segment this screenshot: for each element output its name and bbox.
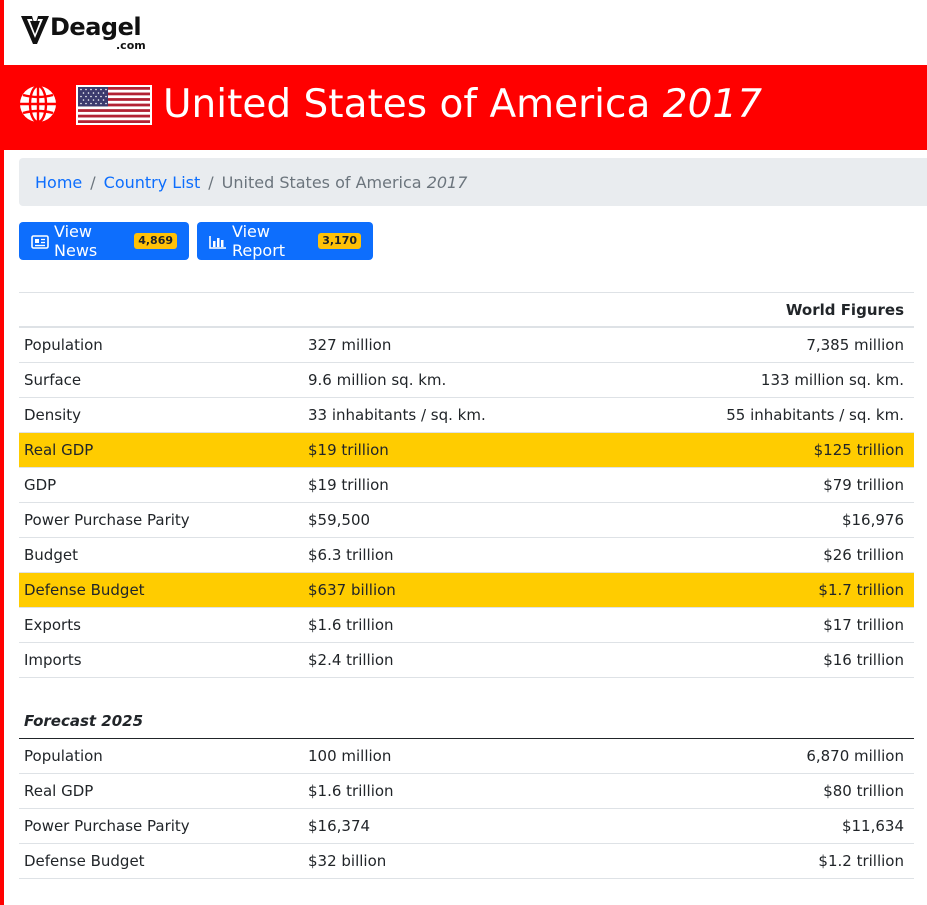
forecast-title: Forecast 2025	[24, 711, 144, 730]
left-accent-rail	[0, 0, 4, 905]
row-country-value: 9.6 million sq. km.	[308, 371, 447, 389]
breadcrumb-separator: /	[90, 172, 96, 192]
row-label: Real GDP	[24, 441, 94, 459]
view-news-label: View News	[54, 222, 98, 260]
logo-name: Deagel	[50, 13, 142, 41]
row-label: Population	[24, 747, 103, 765]
page-title: United States of America 2017	[163, 82, 762, 127]
row-label: Imports	[24, 651, 82, 669]
view-report-button[interactable]: View Report 3,170	[197, 222, 373, 260]
row-world-value: $80 trillion	[823, 782, 904, 800]
row-world-value: $17 trillion	[823, 616, 904, 634]
row-world-value: 7,385 million	[806, 336, 904, 354]
report-count-badge: 3,170	[318, 233, 361, 249]
news-count-badge: 4,869	[134, 233, 177, 249]
row-world-value: 6,870 million	[806, 747, 904, 765]
figures-table: World Figures Population 327 million 7,385…	[19, 292, 914, 678]
row-world-value: $16 trillion	[823, 651, 904, 669]
breadcrumb: Home / Country List / United States of A…	[19, 158, 927, 206]
logo-mark-icon	[21, 16, 49, 44]
row-world-value: $11,634	[841, 817, 904, 835]
breadcrumb-current-name: United States of America	[221, 172, 422, 192]
row-country-value: 33 inhabitants / sq. km.	[308, 406, 486, 424]
row-label: Budget	[24, 546, 78, 564]
forecast-header: Forecast 2025	[19, 703, 914, 739]
bar-chart-icon	[209, 234, 227, 249]
table-row: Surface 9.6 million sq. km. 133 million sq…	[19, 363, 914, 398]
row-label: Surface	[24, 371, 82, 389]
breadcrumb-current-year: 2017	[426, 172, 468, 192]
table-row: Defense Budget $32 billion $1.2 trillion	[19, 844, 914, 879]
table-row: Density 33 inhabitants / sq. km. 55 inhabi…	[19, 398, 914, 433]
row-label: Population	[24, 336, 103, 354]
table-row: Power Purchase Parity $59,500 $16,976	[19, 503, 914, 538]
row-country-value: $637 billion	[308, 581, 396, 599]
row-country-value: $6.3 trillion	[308, 546, 394, 564]
table-row: Real GDP $1.6 trillion $80 trillion	[19, 774, 914, 809]
row-country-value: 327 million	[308, 336, 392, 354]
page-title-country: United States of America	[163, 82, 651, 127]
breadcrumb-current: United States of America 2017	[222, 173, 468, 192]
table-row: Defense Budget $637 billion $1.7 trillion	[19, 573, 914, 608]
breadcrumb-separator: /	[208, 172, 214, 192]
row-country-value: $19 trillion	[308, 441, 389, 459]
row-label: GDP	[24, 476, 57, 494]
row-country-value: $2.4 trillion	[308, 651, 394, 669]
us-flag-icon	[76, 85, 152, 125]
table-row: Population 327 million 7,385 million	[19, 328, 914, 363]
row-world-value: 133 million sq. km.	[760, 371, 904, 389]
logo-suffix: .com	[116, 39, 146, 52]
view-news-button[interactable]: View News 4,869	[19, 222, 189, 260]
world-figures-header: World Figures	[785, 300, 904, 319]
newspaper-icon	[31, 234, 49, 249]
row-country-value: $1.6 trillion	[308, 782, 394, 800]
globe-icon	[20, 84, 56, 124]
row-country-value: $59,500	[308, 511, 371, 529]
table-row: Imports $2.4 trillion $16 trillion	[19, 643, 914, 678]
row-label: Density	[24, 406, 82, 424]
breadcrumb-country-list-link[interactable]: Country List	[103, 172, 201, 192]
row-country-value: $1.6 trillion	[308, 616, 394, 634]
table-row: Exports $1.6 trillion $17 trillion	[19, 608, 914, 643]
breadcrumb-home-link[interactable]: Home	[35, 172, 83, 192]
table-row: Real GDP $19 trillion $125 trillion	[19, 433, 914, 468]
forecast-table-body: Population 100 million 6,870 million Real G…	[19, 739, 914, 879]
site-logo[interactable]: Deagel .com	[20, 12, 160, 52]
row-world-value: $16,976	[841, 511, 904, 529]
page-title-year: 2017	[662, 82, 763, 127]
row-label: Real GDP	[24, 782, 94, 800]
row-country-value: $19 trillion	[308, 476, 389, 494]
row-label: Defense Budget	[24, 852, 145, 870]
table-row: GDP $19 trillion $79 trillion	[19, 468, 914, 503]
row-world-value: $79 trillion	[823, 476, 904, 494]
row-world-value: $1.7 trillion	[818, 581, 904, 599]
row-country-value: 100 million	[308, 747, 392, 765]
row-country-value: $16,374	[308, 817, 371, 835]
row-world-value: $26 trillion	[823, 546, 904, 564]
forecast-table: Forecast 2025 Population 100 million 6,870…	[19, 703, 914, 879]
row-label: Exports	[24, 616, 81, 634]
table-row: Power Purchase Parity $16,374 $11,634	[19, 809, 914, 844]
figures-table-body: Population 327 million 7,385 million Surfac…	[19, 328, 914, 678]
title-banner: United States of America 2017	[0, 65, 927, 150]
row-world-value: $1.2 trillion	[818, 852, 904, 870]
row-country-value: $32 billion	[308, 852, 387, 870]
row-label: Power Purchase Parity	[24, 511, 190, 529]
view-report-label: View Report	[232, 222, 286, 260]
table-row: Budget $6.3 trillion $26 trillion	[19, 538, 914, 573]
table-row: Population 100 million 6,870 million	[19, 739, 914, 774]
row-world-value: 55 inhabitants / sq. km.	[726, 406, 904, 424]
row-label: Power Purchase Parity	[24, 817, 190, 835]
figures-table-header: World Figures	[19, 292, 914, 328]
row-label: Defense Budget	[24, 581, 145, 599]
row-world-value: $125 trillion	[813, 441, 904, 459]
